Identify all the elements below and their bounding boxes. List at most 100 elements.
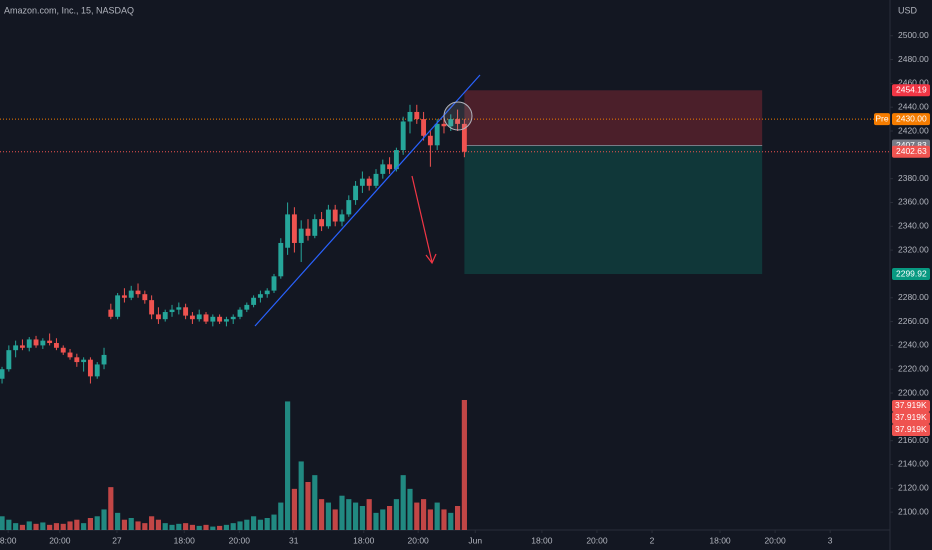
candle-body <box>434 123 440 146</box>
highlight-circle <box>443 101 473 131</box>
y-tick-label: 2460.00 <box>898 78 929 88</box>
y-tick-label: 2120.00 <box>898 483 929 493</box>
volume-tag <box>892 423 930 436</box>
candle-body <box>40 340 46 346</box>
candle-body <box>0 369 5 379</box>
candle-body <box>237 309 243 317</box>
arrow-head <box>425 253 437 265</box>
volume-bar <box>346 499 352 530</box>
x-tick-label: 20:00 <box>586 535 608 545</box>
candle-body <box>421 119 427 136</box>
volume-bar <box>196 525 202 530</box>
volume-bar <box>26 521 32 530</box>
volume-bar <box>414 502 420 530</box>
y-tick-label: 2160.00 <box>898 435 929 445</box>
volume-bar <box>74 519 80 530</box>
x-tick-label: 3 <box>828 535 833 545</box>
volume-bar <box>149 516 155 530</box>
candle-body <box>407 111 413 122</box>
volume-bar <box>359 506 365 530</box>
y-tick-label: 2340.00 <box>898 221 929 231</box>
candle-body <box>387 164 393 170</box>
candle-body <box>325 209 331 227</box>
candle-body <box>427 135 433 146</box>
volume-bar <box>339 495 345 530</box>
volume-bar <box>67 521 73 530</box>
candle-body <box>183 307 189 316</box>
volume-bar <box>237 521 243 530</box>
candle-body <box>319 219 325 227</box>
volume-bar <box>312 475 318 530</box>
stop-zone <box>464 90 763 146</box>
volume-bar <box>325 502 331 530</box>
y-tick-label: 2420.00 <box>898 125 929 135</box>
candle-body <box>346 200 352 215</box>
x-tick-label: 20:00 <box>764 535 786 545</box>
price-tag-label: 2402.63 <box>896 146 927 156</box>
candle-body <box>196 314 202 320</box>
candle-body <box>230 316 236 320</box>
candle-body <box>264 290 270 295</box>
candle-body <box>305 228 311 236</box>
candle-body <box>162 312 168 320</box>
volume-tag <box>892 399 930 412</box>
candle-body <box>285 214 291 248</box>
candle-body <box>203 314 209 322</box>
volume-bar <box>60 523 66 530</box>
volume-bar <box>366 499 372 530</box>
y-tick-label: 2280.00 <box>898 292 929 302</box>
candle-body <box>33 339 39 346</box>
volume-bar <box>53 523 60 530</box>
candle-body <box>359 178 365 186</box>
pre-tag-label: Pre <box>875 113 889 123</box>
y-tick-label: 2320.00 <box>898 244 929 254</box>
candle-body <box>414 111 420 120</box>
y-tick-label: 2360.00 <box>898 197 929 207</box>
x-tick-label: 31 <box>289 535 299 545</box>
volume-bar <box>305 482 311 530</box>
candle-body <box>19 345 25 348</box>
volume-bar <box>244 519 250 530</box>
volume-bar <box>264 518 270 530</box>
volume-bar <box>380 509 386 530</box>
price-tag <box>892 113 930 126</box>
volume-bar <box>169 524 175 530</box>
candle-body <box>271 276 277 291</box>
candle-body <box>155 314 161 320</box>
currency: USD <box>898 5 918 15</box>
volume-bar <box>454 506 461 530</box>
candle-body <box>380 164 386 174</box>
candle-body <box>87 359 93 377</box>
y-tick-label: 2500.00 <box>898 30 929 40</box>
candle-body <box>217 316 223 322</box>
candle-body <box>13 345 19 351</box>
y-tick-label: 2380.00 <box>898 173 929 183</box>
volume-bar <box>142 523 148 530</box>
candle-body <box>339 214 345 222</box>
y-tick-label: 2220.00 <box>898 363 929 373</box>
volume-bar <box>251 516 257 530</box>
candle-body <box>393 150 399 170</box>
x-tick-label: 2 <box>650 535 655 545</box>
volume-bar <box>393 499 399 530</box>
candle-body <box>448 119 454 127</box>
candle-body <box>60 347 66 353</box>
candle-body <box>189 315 195 320</box>
volume-bar <box>47 524 53 530</box>
volume-bar <box>230 523 236 530</box>
volume-bar <box>94 516 100 530</box>
chart-title: Amazon.com, Inc., 15, NASDAQ <box>4 5 134 15</box>
candle-body <box>278 242 284 277</box>
y-tick-label: 2140.00 <box>898 459 929 469</box>
x-tick-label: 18:00 <box>531 535 553 545</box>
candle-body <box>26 339 32 348</box>
price-tag <box>892 84 930 97</box>
volume-bar <box>448 512 454 530</box>
price-tag-label: 2407.83 <box>896 140 927 150</box>
volume-bar <box>461 399 467 530</box>
volume-bar <box>373 512 379 530</box>
candle-body <box>251 297 257 305</box>
volume-bar <box>298 461 304 530</box>
candle-body <box>169 309 175 313</box>
candle-body <box>94 364 100 377</box>
